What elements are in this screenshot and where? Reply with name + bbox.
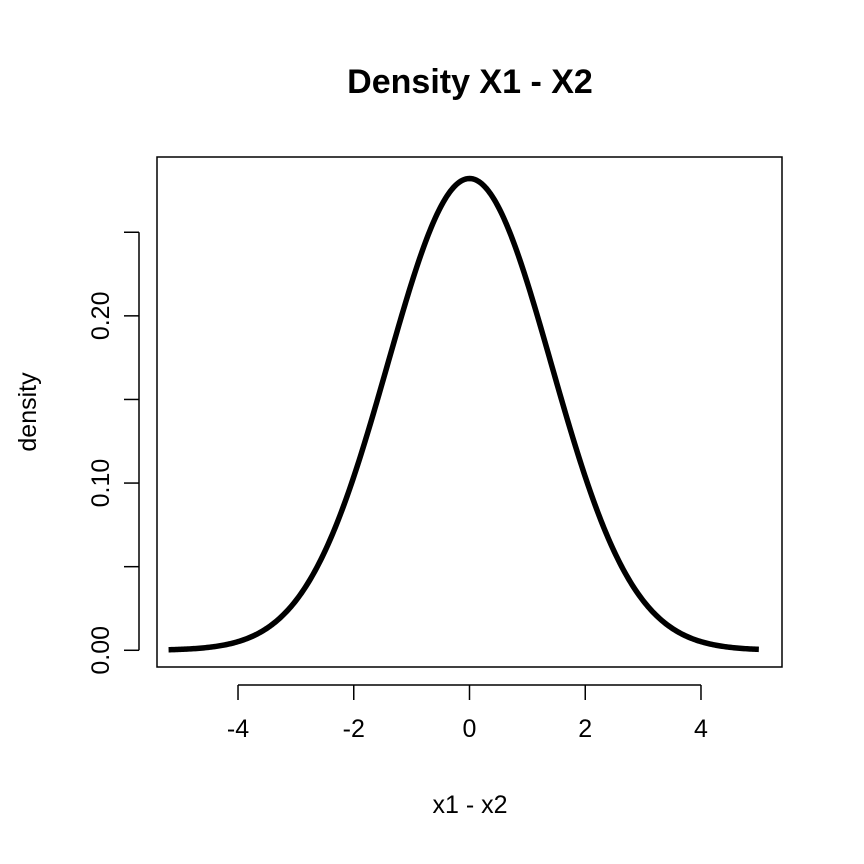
x-axis-title: x1 - x2 — [432, 791, 507, 819]
y-tick-label: 0.20 — [87, 292, 115, 341]
x-tick-label: -4 — [227, 715, 249, 743]
plot-area-frame — [156, 156, 783, 668]
x-tick-label: 2 — [578, 715, 592, 743]
x-tick-label: 4 — [694, 715, 708, 743]
y-axis: 0.00 0.10 0.20 — [87, 231, 140, 675]
chart-title: Density X1 - X2 — [347, 63, 593, 101]
y-tick-label: 0.00 — [87, 626, 115, 675]
series-layer — [167, 175, 761, 653]
x-axis: -4 -2 0 2 4 — [227, 684, 708, 743]
y-tick-label: 0.10 — [87, 459, 115, 508]
x-tick-label: 0 — [463, 715, 477, 743]
y-axis-title: density — [14, 372, 42, 452]
x-tick-label: -2 — [343, 715, 365, 743]
density-curve — [167, 175, 761, 653]
